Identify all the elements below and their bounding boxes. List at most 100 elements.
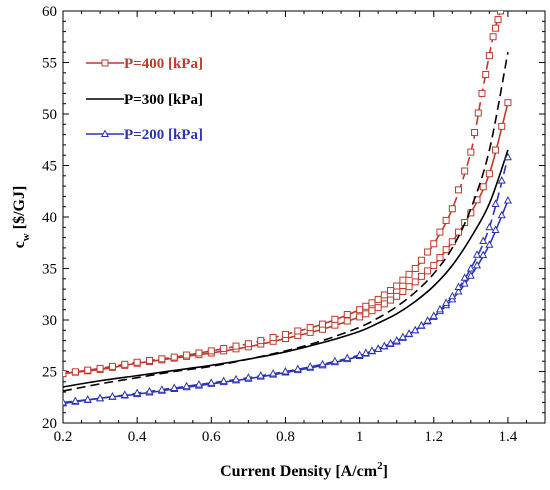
data-point (108, 392, 117, 400)
data-point (485, 240, 494, 248)
data-point (146, 357, 154, 365)
legend-item-2: P=200 [kPa] (86, 127, 203, 143)
data-point (182, 381, 191, 390)
data-point (399, 288, 407, 296)
data-point (485, 222, 494, 231)
data-point (479, 236, 488, 245)
data-point (454, 186, 462, 194)
legend-label: P=200 [kPa] (124, 127, 203, 143)
data-point (207, 378, 216, 386)
data-point (207, 347, 215, 355)
y-tick-label: 45 (42, 159, 57, 175)
data-point (498, 122, 506, 130)
legend-item-1: P=300 [kPa] (86, 92, 203, 108)
data-point (380, 341, 389, 350)
y-axis-label-rest: [$/GJ] (11, 186, 28, 234)
data-point (504, 99, 512, 107)
data-point (466, 263, 475, 272)
data-point (306, 324, 314, 332)
data-point (497, 210, 506, 219)
data-point (471, 129, 479, 137)
data-point (343, 311, 351, 319)
x-tick-label: 1 (356, 429, 364, 445)
data-point (472, 250, 482, 258)
x-axis-label: Current Density [A/cm2] (220, 460, 388, 480)
data-point (482, 71, 490, 79)
data-point (478, 89, 486, 97)
data-point (331, 315, 339, 323)
data-point (157, 385, 166, 393)
data-point (474, 109, 482, 117)
data-point (492, 24, 500, 32)
data-point (158, 355, 166, 363)
data-point (63, 397, 68, 406)
data-point (319, 320, 327, 328)
data-point (393, 292, 401, 300)
data-point (392, 336, 401, 344)
data-point (411, 325, 420, 334)
y-tick-label: 55 (42, 56, 57, 72)
data-point (232, 342, 240, 350)
data-point (120, 390, 129, 398)
data-point (429, 311, 438, 319)
data-point (293, 364, 302, 373)
data-point (430, 240, 438, 248)
data-point (256, 371, 265, 379)
data-point (374, 295, 382, 303)
data-point (448, 205, 456, 213)
data-point (281, 366, 290, 375)
ticks-layer: 0.2 0.4 0.6 0.8 1 1.2 1.4 20 25 30 35 40 45 50 55 60 (42, 4, 545, 445)
data-point (417, 256, 425, 264)
data-point (96, 393, 105, 402)
data-point (170, 353, 178, 361)
data-point (356, 306, 364, 314)
data-point (133, 388, 142, 397)
data-point (417, 320, 426, 329)
series-line-solid (63, 149, 509, 388)
y-tick-label: 35 (42, 262, 57, 278)
data-point (442, 246, 450, 254)
series-line-dashed (63, 52, 509, 392)
data-point (460, 273, 469, 281)
x-tick-label: 0.6 (202, 429, 221, 445)
data-point (479, 183, 487, 191)
y-tick-label: 25 (42, 365, 57, 381)
data-point (411, 265, 419, 272)
legend-label: P=400 [kPa] (124, 56, 203, 72)
data-point (318, 359, 327, 368)
data-point (330, 356, 339, 365)
data-point (269, 368, 278, 377)
data-point (497, 11, 505, 15)
data-point (356, 313, 364, 321)
data-point (194, 379, 203, 388)
y-tick-label: 40 (42, 210, 57, 226)
data-point (503, 152, 512, 161)
data-point (494, 16, 502, 24)
data-point (145, 386, 154, 395)
data-point (448, 238, 456, 246)
data-point (244, 340, 252, 348)
data-point (244, 373, 253, 381)
series-2 (63, 152, 512, 407)
data-point (83, 395, 92, 403)
x-axis-label-main: Current Density [A/cm (220, 463, 378, 480)
data-point (398, 332, 407, 341)
data-point (491, 225, 500, 234)
data-point (387, 286, 395, 294)
data-point (492, 146, 500, 154)
data-point (306, 362, 315, 370)
data-point (399, 276, 407, 284)
data-point (220, 344, 228, 352)
legend: P=400 [kPa] P=300 [kPa] P=200 [kPa] (86, 56, 203, 143)
data-point (355, 350, 364, 359)
data-point (491, 199, 500, 207)
data-point (257, 337, 265, 345)
data-point (479, 250, 488, 259)
legend-item-0: P=400 [kPa] (86, 56, 203, 72)
data-point (467, 148, 475, 156)
data-point (405, 270, 413, 278)
data-point (374, 304, 382, 312)
data-point (497, 176, 506, 184)
data-point (466, 271, 475, 279)
data-point (454, 286, 463, 295)
